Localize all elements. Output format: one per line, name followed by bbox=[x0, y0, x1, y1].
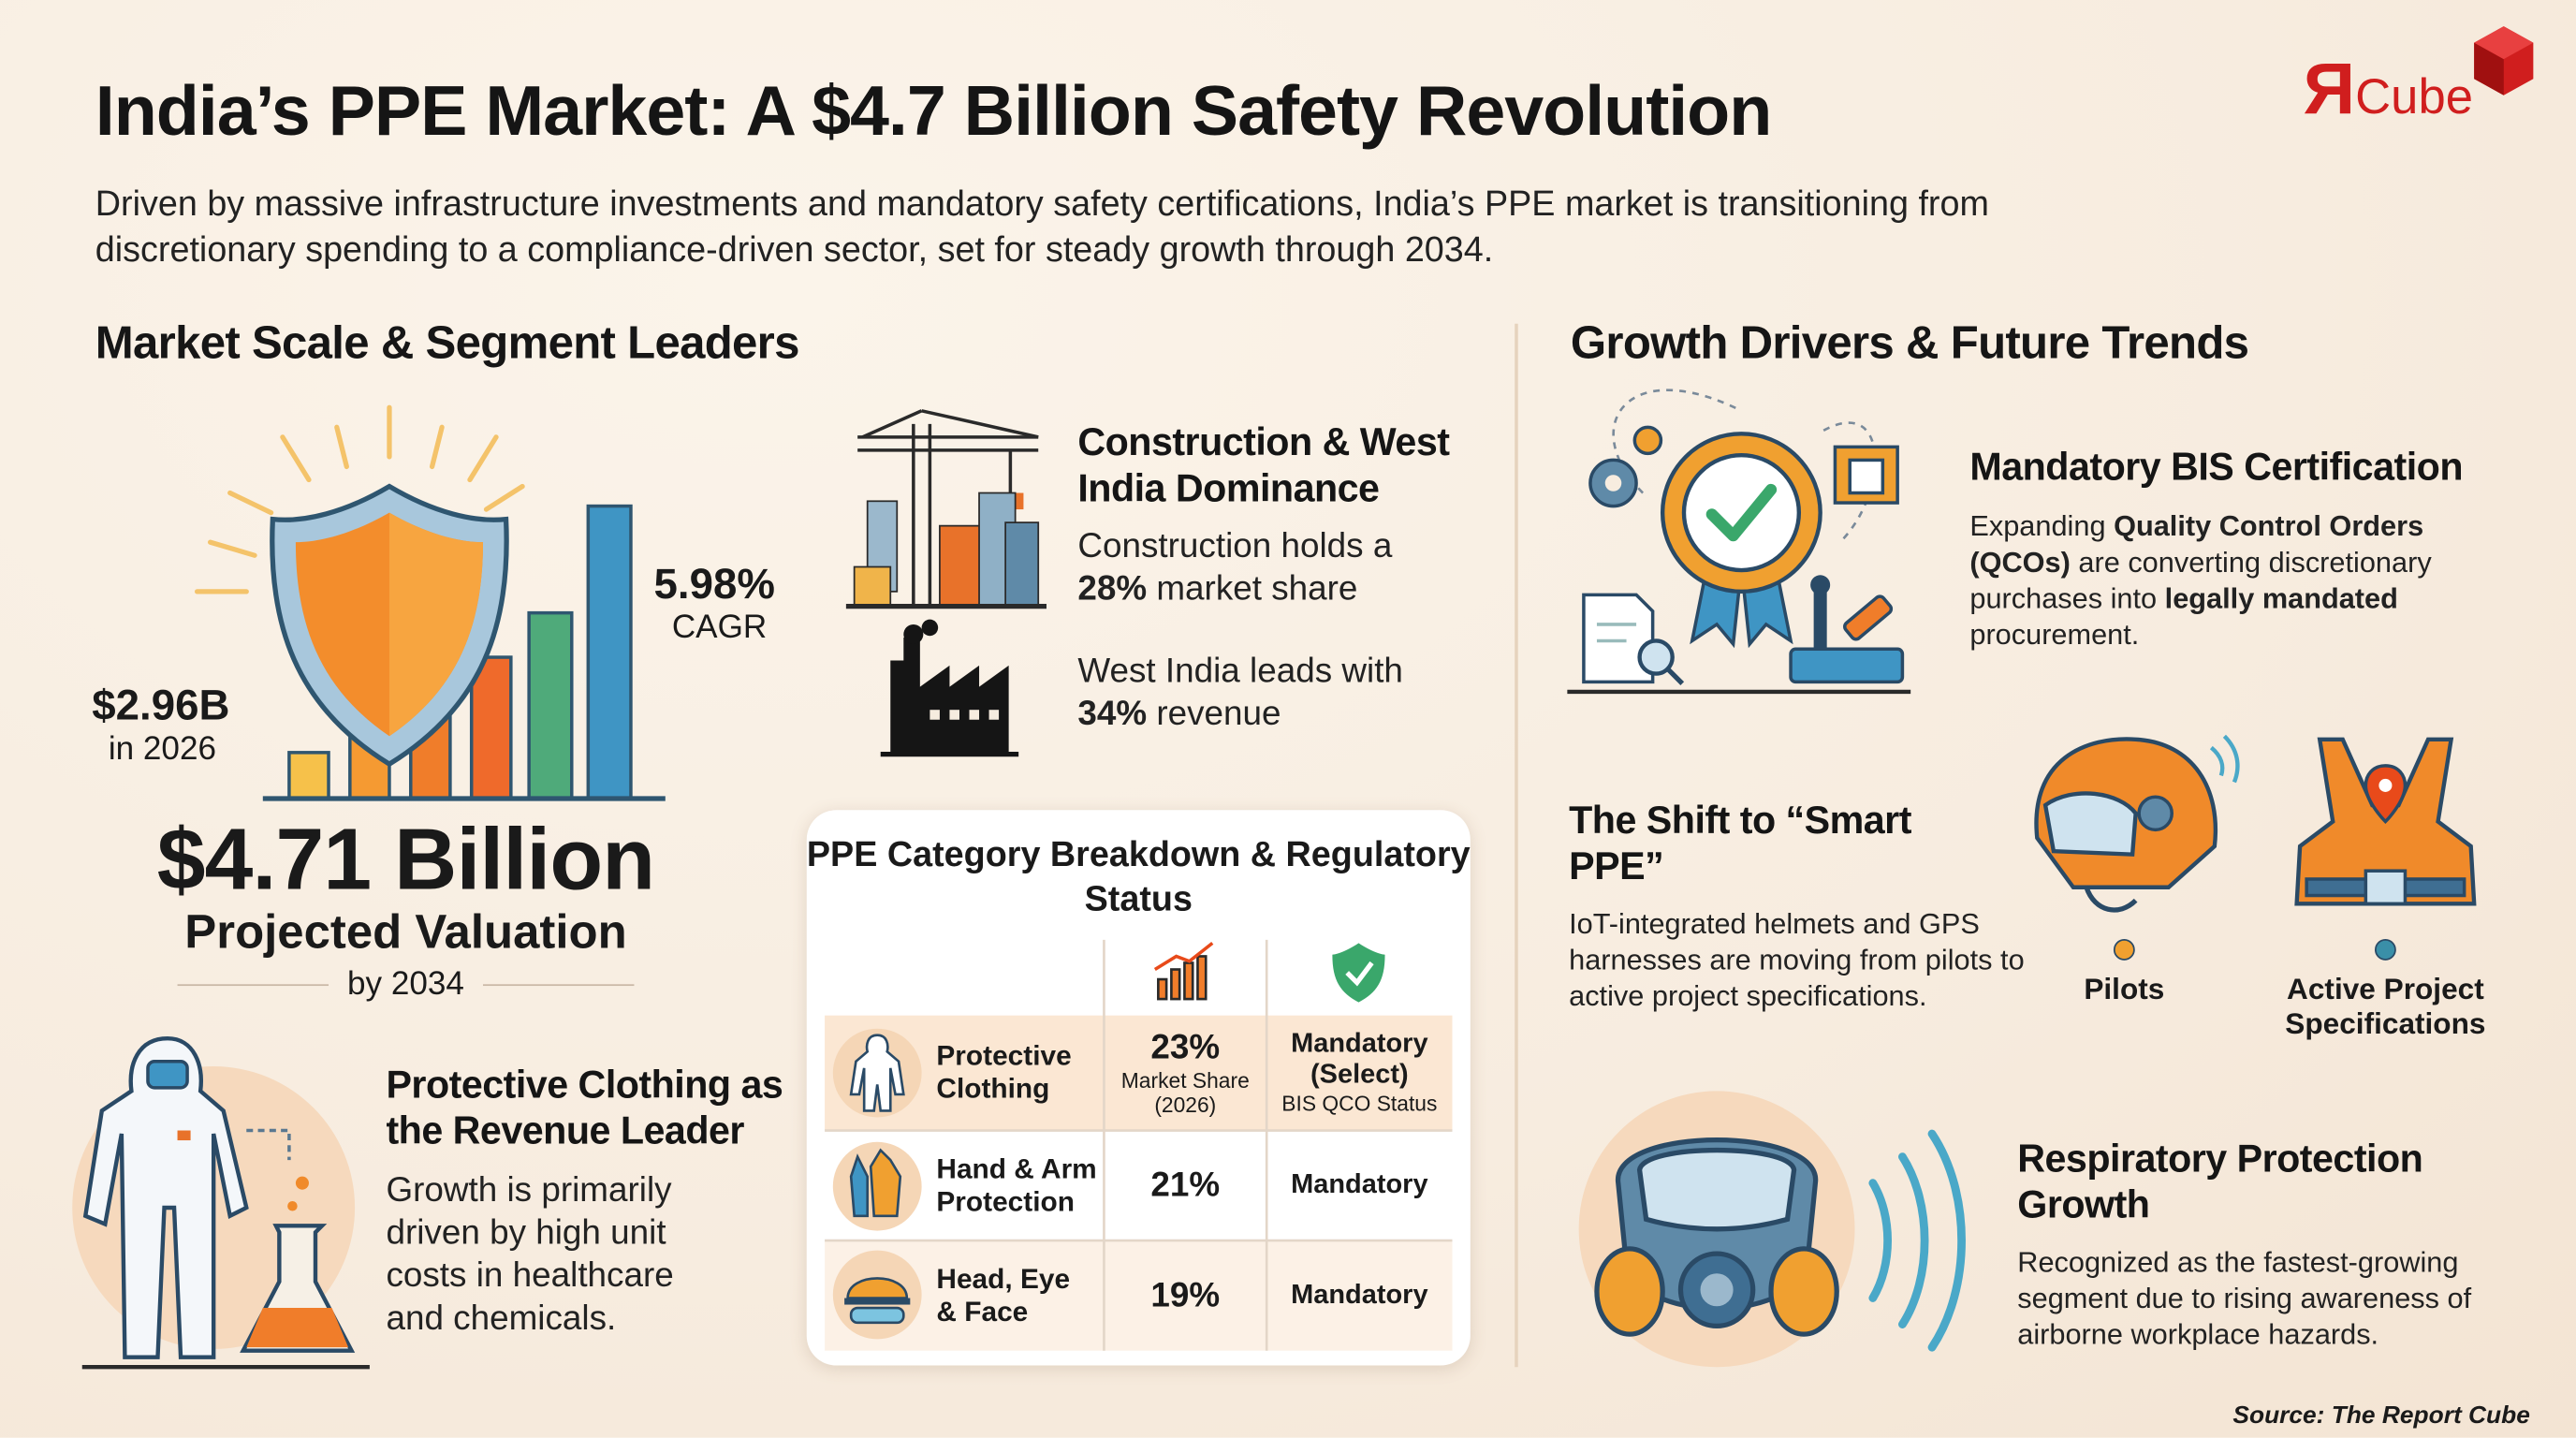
projection-year: by 2034 bbox=[347, 965, 464, 1003]
rule bbox=[177, 984, 329, 987]
logo: ЯCube bbox=[2304, 50, 2473, 132]
text-bold: legally mandated bbox=[2164, 581, 2398, 615]
text: market share bbox=[1147, 570, 1358, 609]
clothing-illustration bbox=[72, 1036, 370, 1370]
section-heading: Growth Drivers & Future Trends bbox=[1570, 316, 2249, 369]
row-bg bbox=[825, 1015, 1453, 1131]
text-bold: Quality Control Orders (QCOs) bbox=[1969, 509, 2424, 579]
smart-illustration bbox=[2034, 734, 2477, 961]
clothing-text: Growth is primarily driven by high unit … bbox=[386, 1171, 674, 1338]
share: 21% bbox=[1150, 1166, 1221, 1204]
table-lines bbox=[825, 939, 1453, 1351]
construction-share: Construction holds a 28% market share bbox=[1077, 526, 1439, 611]
status: Mandatory bbox=[1291, 1280, 1428, 1310]
category: Head, Eye & Face bbox=[936, 1263, 1071, 1328]
construction-illustration bbox=[845, 409, 1046, 757]
bis-title: Mandatory BIS Certification bbox=[1969, 445, 2464, 489]
cagr-value: 5.98% bbox=[653, 558, 775, 609]
respiratory-text: Recognized as the fastest-growing segmen… bbox=[2017, 1245, 2472, 1351]
text: Expanding bbox=[1969, 509, 2115, 543]
share: 19% bbox=[1150, 1275, 1221, 1314]
row-bg bbox=[825, 1240, 1453, 1351]
category: Hand & Arm Protection bbox=[936, 1153, 1097, 1218]
region-share: West India leads with 34% revenue bbox=[1077, 651, 1456, 736]
projection-label: Projected Valuation bbox=[184, 906, 627, 960]
logo-text: Cube bbox=[2355, 70, 2474, 125]
subtitle: Driven by massive infrastructure investm… bbox=[95, 183, 1989, 270]
construction-title: Construction & West India Dominance bbox=[1077, 420, 1450, 510]
status: Mandatory bbox=[1291, 1169, 1428, 1200]
share-cell: 23% Market Share (2026) bbox=[1104, 1016, 1266, 1131]
start-value: $2.96B bbox=[92, 680, 230, 730]
respiratory-title: Respiratory Protection Growth bbox=[2017, 1137, 2423, 1226]
category: Protective Clothing bbox=[936, 1039, 1072, 1105]
text: Construction holds a bbox=[1077, 527, 1393, 565]
region-value: 34% bbox=[1077, 695, 1148, 733]
section-heading: Market Scale & Segment Leaders bbox=[95, 316, 800, 369]
text: West India leads with bbox=[1077, 652, 1403, 691]
respiratory-illustration bbox=[1578, 1091, 1966, 1368]
smart-title: The Shift to “Smart PPE” bbox=[1569, 798, 1911, 888]
status-note: BIS QCO Status bbox=[1281, 1091, 1438, 1116]
share: 23% bbox=[1150, 1028, 1221, 1067]
rule bbox=[482, 984, 635, 987]
text: are converting discretionary purchases i… bbox=[1969, 545, 2432, 615]
status: Mandatory (Select) bbox=[1291, 1028, 1428, 1090]
logo-mark: Я bbox=[2303, 49, 2356, 130]
cagr-label: CAGR bbox=[671, 609, 768, 646]
clothing-title: Protective Clothing as the Revenue Leade… bbox=[386, 1063, 783, 1152]
table-title: PPE Category Breakdown & Regulatory Stat… bbox=[806, 834, 1471, 919]
title: India’s PPE Market: A $4.7 Billion Safet… bbox=[95, 72, 1773, 152]
logo-icon bbox=[2474, 26, 2534, 95]
share-value: 28% bbox=[1077, 570, 1148, 609]
start-label: in 2026 bbox=[108, 731, 217, 768]
smart-label: Active Project Specifications bbox=[2285, 973, 2486, 1040]
bis-text: Expanding Quality Control Orders (QCOs) … bbox=[1969, 507, 2479, 652]
divider bbox=[1515, 323, 1518, 1368]
growth-illustration bbox=[194, 404, 666, 801]
source: Source: The Report Cube bbox=[2232, 1401, 2530, 1430]
projection-value: $4.71 Billion bbox=[156, 812, 655, 909]
text: revenue bbox=[1147, 695, 1281, 733]
smart-text: IoT-integrated helmets and GPS harnesses… bbox=[1569, 906, 2025, 1013]
status-cell: Mandatory (Select) BIS QCO Status bbox=[1266, 1016, 1452, 1131]
text: procurement. bbox=[1969, 617, 2140, 652]
bis-illustration bbox=[1567, 389, 1911, 695]
share-note: Market Share (2026) bbox=[1120, 1067, 1250, 1118]
smart-label: Pilots bbox=[2084, 973, 2165, 1006]
